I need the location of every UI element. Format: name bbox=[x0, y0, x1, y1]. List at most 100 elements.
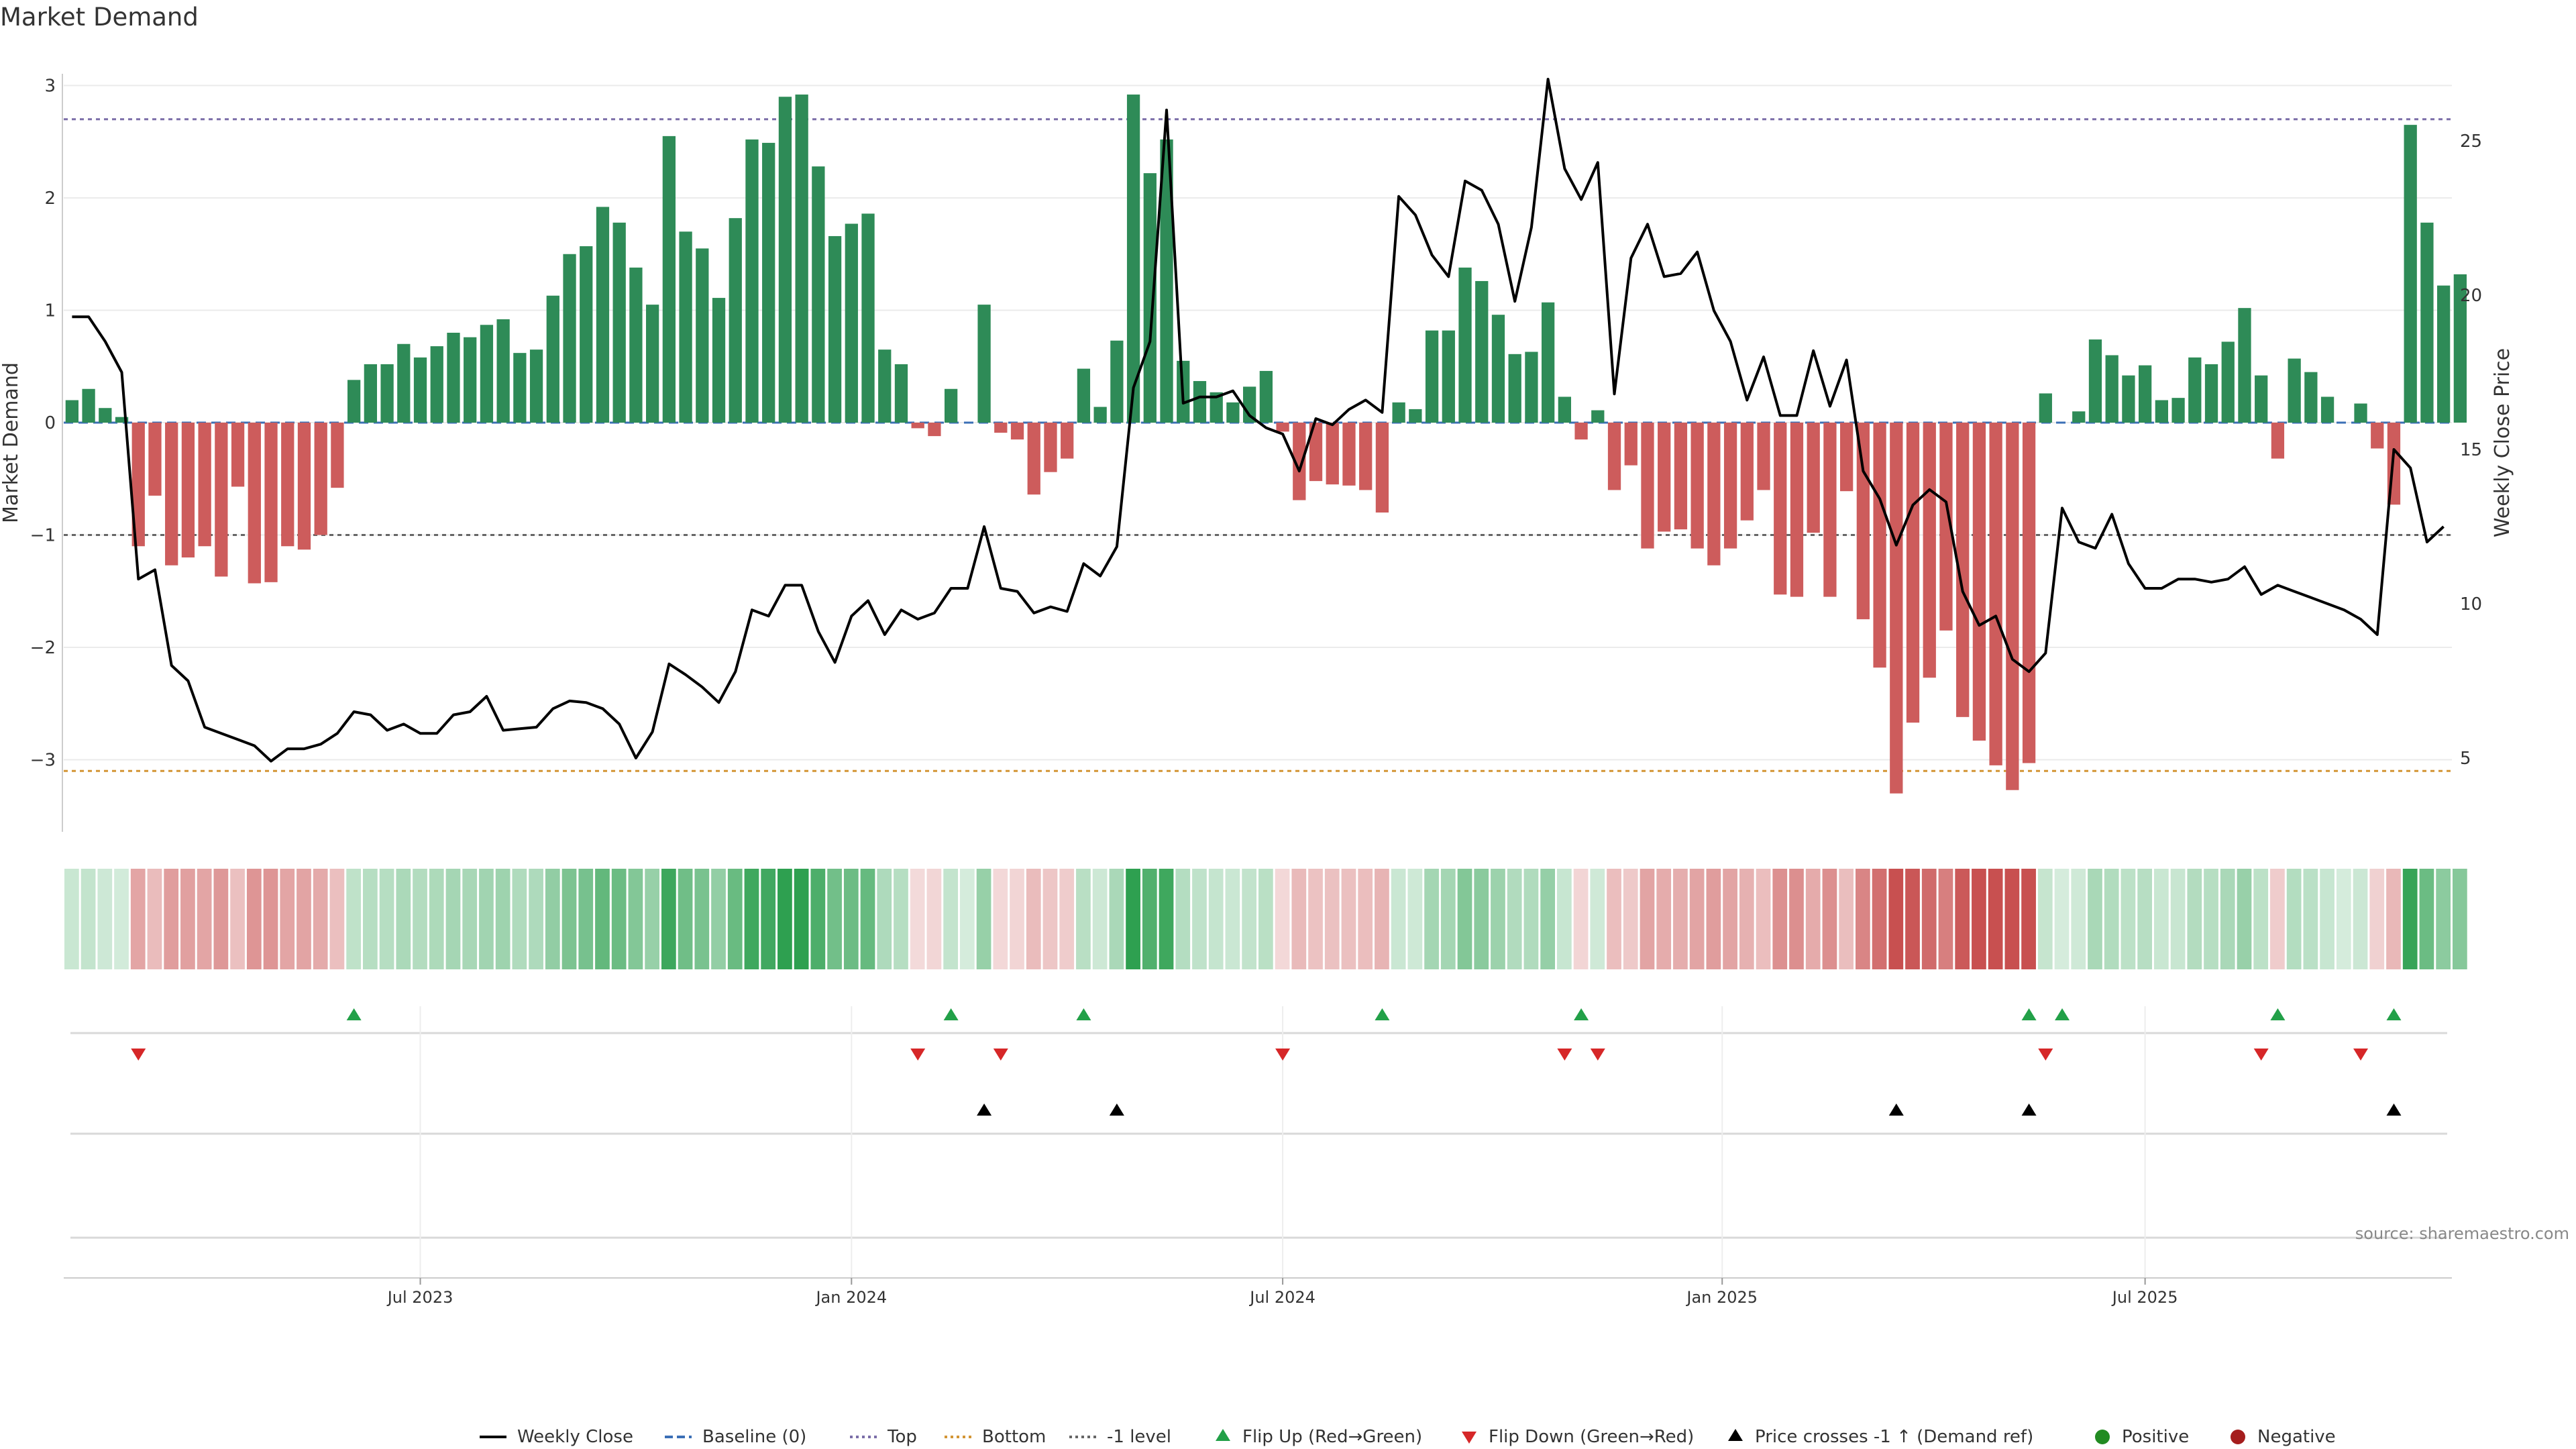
demand-bar bbox=[861, 213, 875, 423]
demand-bar bbox=[580, 246, 593, 423]
demand-bar bbox=[1525, 352, 1538, 423]
demand-bar bbox=[464, 337, 477, 423]
demand-bar bbox=[181, 423, 195, 557]
left-tick-label: −1 bbox=[30, 526, 56, 546]
legend-label: Flip Up (Red→Green) bbox=[1242, 1427, 1422, 1447]
x-tick-label: Jul 2025 bbox=[2111, 1288, 2178, 1307]
heat-cell bbox=[1640, 869, 1655, 969]
demand-bar bbox=[1839, 423, 1854, 492]
heat-cell bbox=[2303, 869, 2318, 969]
demand-bar bbox=[1210, 392, 1223, 423]
demand-bar bbox=[2072, 411, 2086, 423]
left-tick-label: 3 bbox=[44, 76, 56, 97]
left-tick-label: −2 bbox=[30, 638, 56, 658]
heat-cell bbox=[1242, 869, 1256, 969]
heat-cell bbox=[926, 869, 942, 969]
demand-bar bbox=[828, 235, 842, 423]
demand-bar bbox=[1774, 423, 1787, 595]
legend-item-top: Top bbox=[850, 1427, 917, 1447]
heat-cell bbox=[1656, 869, 1672, 969]
heat-cell bbox=[529, 869, 543, 969]
demand-bar bbox=[2006, 423, 2019, 790]
heat-cell bbox=[130, 869, 146, 969]
legend-swatch bbox=[2231, 1430, 2245, 1444]
flip-up-marker bbox=[2386, 1008, 2402, 1020]
demand-bar bbox=[297, 423, 311, 550]
source-label: source: sharemaestro.com bbox=[2355, 1224, 2569, 1243]
heat-cell bbox=[1142, 869, 1157, 969]
heat-cell bbox=[2402, 869, 2418, 969]
demand-bar bbox=[1442, 330, 1455, 423]
legend-item-cross: Price crosses -1 ↑ (Demand ref) bbox=[1728, 1427, 2033, 1447]
demand-bar bbox=[1658, 423, 1671, 532]
flip-up-marker bbox=[1375, 1008, 1390, 1020]
heat-cell bbox=[197, 869, 212, 969]
heat-cell bbox=[910, 869, 925, 969]
heat-cell bbox=[545, 869, 560, 969]
demand-bar bbox=[364, 364, 378, 423]
right-tick-label: 25 bbox=[2460, 131, 2482, 152]
heat-cell bbox=[313, 869, 328, 969]
demand-bar bbox=[878, 350, 892, 423]
demand-bar bbox=[1707, 423, 1721, 566]
demand-bar bbox=[1077, 368, 1091, 423]
demand-bar bbox=[2122, 375, 2135, 423]
heat-cell bbox=[97, 869, 113, 969]
demand-bar bbox=[546, 295, 559, 423]
heat-cell bbox=[1275, 869, 1290, 969]
heat-cell bbox=[1258, 869, 1273, 969]
demand-bar bbox=[1873, 423, 1886, 668]
demand-bar bbox=[1242, 386, 1256, 423]
flip-up-marker bbox=[2270, 1008, 2286, 1020]
demand-bar bbox=[380, 364, 394, 423]
demand-bar bbox=[430, 346, 443, 423]
heat-cell bbox=[2021, 869, 2036, 969]
demand-bar bbox=[1110, 340, 1124, 423]
heat-cell bbox=[2004, 869, 2020, 969]
demand-bar bbox=[2304, 372, 2318, 423]
demand-bar bbox=[65, 400, 79, 423]
demand-bar bbox=[2354, 403, 2367, 423]
heat-cell bbox=[694, 869, 710, 969]
demand-bar bbox=[1541, 302, 1555, 423]
heat-cell bbox=[1175, 869, 1191, 969]
demand-bar bbox=[397, 343, 411, 423]
demand-bar bbox=[1226, 402, 1240, 423]
heat-cell bbox=[246, 869, 262, 969]
demand-bar bbox=[629, 267, 643, 423]
demand-bar bbox=[480, 325, 494, 423]
demand-bar bbox=[1740, 423, 1754, 521]
demand-bar bbox=[1475, 280, 1489, 423]
heat-cell bbox=[561, 869, 577, 969]
demand-bar bbox=[812, 166, 825, 423]
demand-bar bbox=[1856, 423, 1870, 620]
demand-bar bbox=[2238, 308, 2251, 423]
flip-down-marker bbox=[1590, 1049, 1605, 1061]
heat-cell bbox=[1888, 869, 1904, 969]
heat-cell bbox=[1540, 869, 1555, 969]
demand-bar bbox=[1757, 423, 1770, 490]
cross-up-marker bbox=[1888, 1104, 1904, 1116]
demand-bar bbox=[82, 388, 95, 423]
demand-bar bbox=[1690, 423, 1704, 549]
heat-cell bbox=[2320, 869, 2334, 969]
flip-down-marker bbox=[2353, 1049, 2369, 1061]
heat-cell bbox=[2419, 869, 2434, 969]
heat-cell bbox=[1706, 869, 1721, 969]
demand-bar bbox=[2188, 357, 2202, 423]
cross-up-marker bbox=[2386, 1104, 2402, 1116]
heat-cell bbox=[2286, 869, 2302, 969]
heat-cell bbox=[1523, 869, 1539, 969]
heat-cell bbox=[2187, 869, 2202, 969]
heat-cell bbox=[379, 869, 394, 969]
demand-bar bbox=[1143, 173, 1157, 423]
demand-bar bbox=[347, 380, 361, 423]
demand-bar bbox=[1624, 423, 1638, 466]
heat-cell bbox=[2369, 869, 2385, 969]
left-tick-label: −3 bbox=[30, 751, 56, 771]
legend-label: Negative bbox=[2257, 1427, 2336, 1447]
heat-cell bbox=[2121, 869, 2136, 969]
legend-label: -1 level bbox=[1107, 1427, 1171, 1447]
